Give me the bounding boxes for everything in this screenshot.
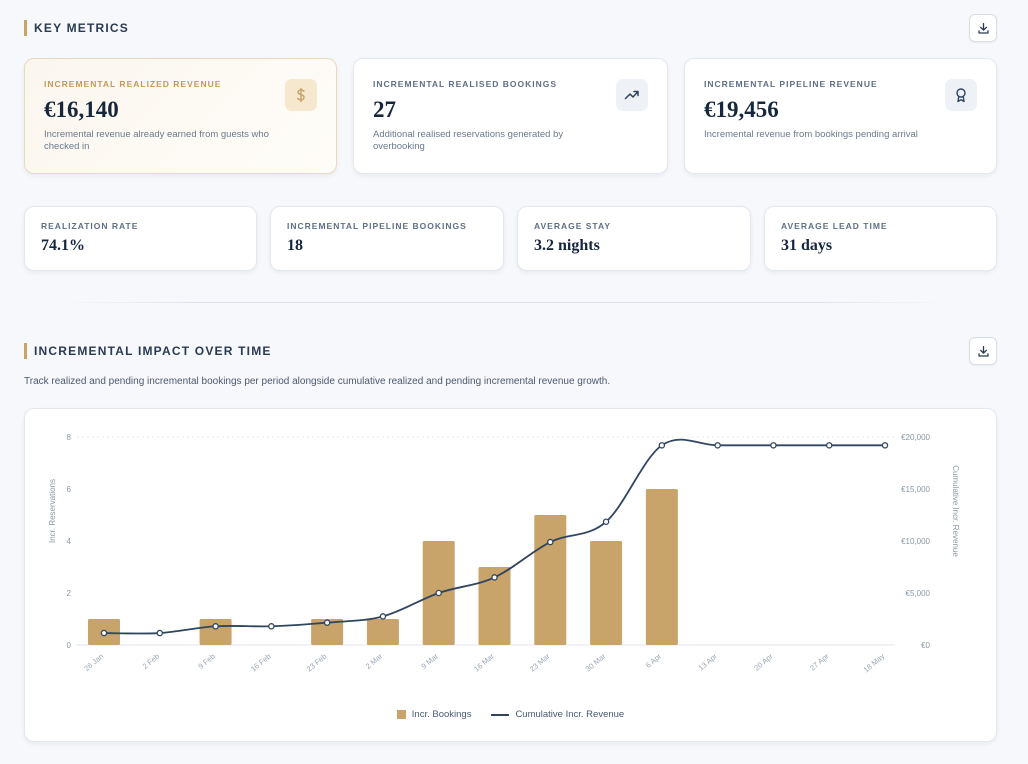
x-tick-label: 27 Apr xyxy=(808,651,831,672)
x-tick-label: 18 May xyxy=(862,651,887,674)
legend-swatch-line xyxy=(491,713,510,716)
x-tick-label: 2 Mar xyxy=(364,651,385,671)
x-tick-label: 23 Feb xyxy=(305,652,329,674)
x-tick-label: 13 Apr xyxy=(697,651,720,672)
metric-label: INCREMENTAL PIPELINE BOOKINGS xyxy=(287,221,467,231)
impact-chart-card: 0 2 4 6 8 €0 €5,000 €10,000 €15,000 €20,000 Incr. … xyxy=(24,408,997,742)
metric-card-pipeline-revenue: INCREMENTAL PIPELINE REVENUE €19,456 Inc… xyxy=(684,58,997,174)
y2-tick-label: €5,000 xyxy=(906,589,931,598)
y2-tick-label: €0 xyxy=(921,641,930,650)
x-tick-label: 2 Feb xyxy=(141,652,161,671)
chart-legend: Incr. Bookings Cumulative Incr. Revenue xyxy=(25,709,996,720)
mini-card-pipeline-bookings: INCREMENTAL PIPELINE BOOKINGS 18 xyxy=(270,206,504,271)
bar xyxy=(645,489,678,645)
metric-value: 27 xyxy=(373,97,396,122)
download-icon xyxy=(977,345,989,357)
x-tick-label: 23 Mar xyxy=(528,651,552,673)
impact-subtitle: Track realized and pending incremental b… xyxy=(24,376,611,387)
metric-description: Incremental revenue already earned from … xyxy=(44,129,269,152)
line-point xyxy=(100,629,108,637)
line-point xyxy=(491,574,498,581)
x-tick-label: 16 Feb xyxy=(249,652,273,674)
metric-label: REALIZATION RATE xyxy=(41,221,139,231)
y-tick-label: 0 xyxy=(67,641,72,650)
key-metrics-heading: KEY METRICS xyxy=(24,20,129,36)
legend-item-revenue[interactable]: Cumulative Incr. Revenue xyxy=(491,709,624,720)
legend-label: Cumulative Incr. Revenue xyxy=(515,709,625,720)
line-point xyxy=(602,518,610,526)
y2-axis-label: Cumulative Incr. Revenue xyxy=(951,465,960,557)
bar xyxy=(199,619,232,645)
bar xyxy=(590,541,623,645)
legend-label: Incr. Bookings xyxy=(411,709,472,720)
y-tick-label: 8 xyxy=(67,433,72,442)
metric-value: 3.2 nights xyxy=(534,237,600,254)
legend-swatch-bar xyxy=(396,710,406,719)
download-metrics-button[interactable] xyxy=(969,14,997,42)
revenue-line xyxy=(103,438,885,635)
x-tick-label: 6 Apr xyxy=(644,651,664,669)
y2-tick-label: €10,000 xyxy=(901,537,930,546)
metric-description: Incremental revenue from bookings pendin… xyxy=(704,129,918,140)
metric-label: INCREMENTAL PIPELINE REVENUE xyxy=(704,79,878,89)
line-point xyxy=(714,442,721,449)
y-axis-label: Incr. Reservations xyxy=(48,479,57,543)
metric-description: Additional realised reservations generat… xyxy=(373,129,564,152)
mini-card-realization-rate: REALIZATION RATE 74.1% xyxy=(24,206,257,271)
metric-card-realised-bookings: INCREMENTAL REALISED BOOKINGS 27 Additio… xyxy=(353,58,668,174)
x-tick-label: 9 Feb xyxy=(196,652,216,671)
dollar-icon xyxy=(285,79,317,111)
bar xyxy=(534,515,567,645)
line-point xyxy=(770,442,777,449)
download-chart-button[interactable] xyxy=(969,337,997,365)
bar xyxy=(366,619,399,645)
impact-heading: INCREMENTAL IMPACT OVER TIME xyxy=(24,343,272,359)
bar xyxy=(478,567,511,645)
x-tick-label: 20 Apr xyxy=(752,651,775,672)
y2-tick-label: €20,000 xyxy=(901,433,930,442)
metric-value: 31 days xyxy=(781,237,833,254)
x-tick-label: 30 Mar xyxy=(584,651,608,673)
x-tick-label: 9 Mar xyxy=(420,651,441,671)
bar xyxy=(311,619,344,645)
mini-card-average-lead-time: AVERAGE LEAD TIME 31 days xyxy=(764,206,997,271)
x-tick-label: 26 Jan xyxy=(82,652,105,673)
y-tick-label: 4 xyxy=(67,537,72,546)
metric-label: INCREMENTAL REALIZED REVENUE xyxy=(44,79,222,89)
line-point xyxy=(658,442,666,449)
line-point xyxy=(881,442,889,449)
metric-card-realized-revenue: INCREMENTAL REALIZED REVENUE €16,140 Inc… xyxy=(24,58,337,174)
metric-label: AVERAGE LEAD TIME xyxy=(781,221,888,231)
legend-item-bookings[interactable]: Incr. Bookings xyxy=(396,709,472,720)
download-icon xyxy=(977,22,989,34)
metric-value: 18 xyxy=(287,237,303,254)
x-tick-label: 16 Mar xyxy=(472,651,496,673)
line-point xyxy=(547,538,554,546)
award-icon xyxy=(945,79,977,111)
mini-card-average-stay: AVERAGE STAY 3.2 nights xyxy=(517,206,751,271)
line-point xyxy=(323,619,331,626)
metric-value: 74.1% xyxy=(41,237,85,254)
trending-up-icon xyxy=(616,79,648,111)
line-point xyxy=(379,613,387,620)
line-point xyxy=(268,623,275,630)
line-point xyxy=(156,629,164,637)
section-divider xyxy=(60,302,950,303)
y-tick-label: 6 xyxy=(67,485,72,494)
impact-chart: 0 2 4 6 8 €0 €5,000 €10,000 €15,000 €20,000 Incr. … xyxy=(48,433,960,674)
y-tick-label: 2 xyxy=(67,589,72,598)
y2-tick-label: €15,000 xyxy=(901,485,930,494)
line-point xyxy=(212,623,219,630)
metric-value: €16,140 xyxy=(44,97,119,122)
metric-label: AVERAGE STAY xyxy=(534,221,612,231)
metric-label: INCREMENTAL REALISED BOOKINGS xyxy=(373,79,558,89)
metric-value: €19,456 xyxy=(704,97,779,122)
line-point xyxy=(825,442,833,449)
line-point xyxy=(435,589,442,597)
